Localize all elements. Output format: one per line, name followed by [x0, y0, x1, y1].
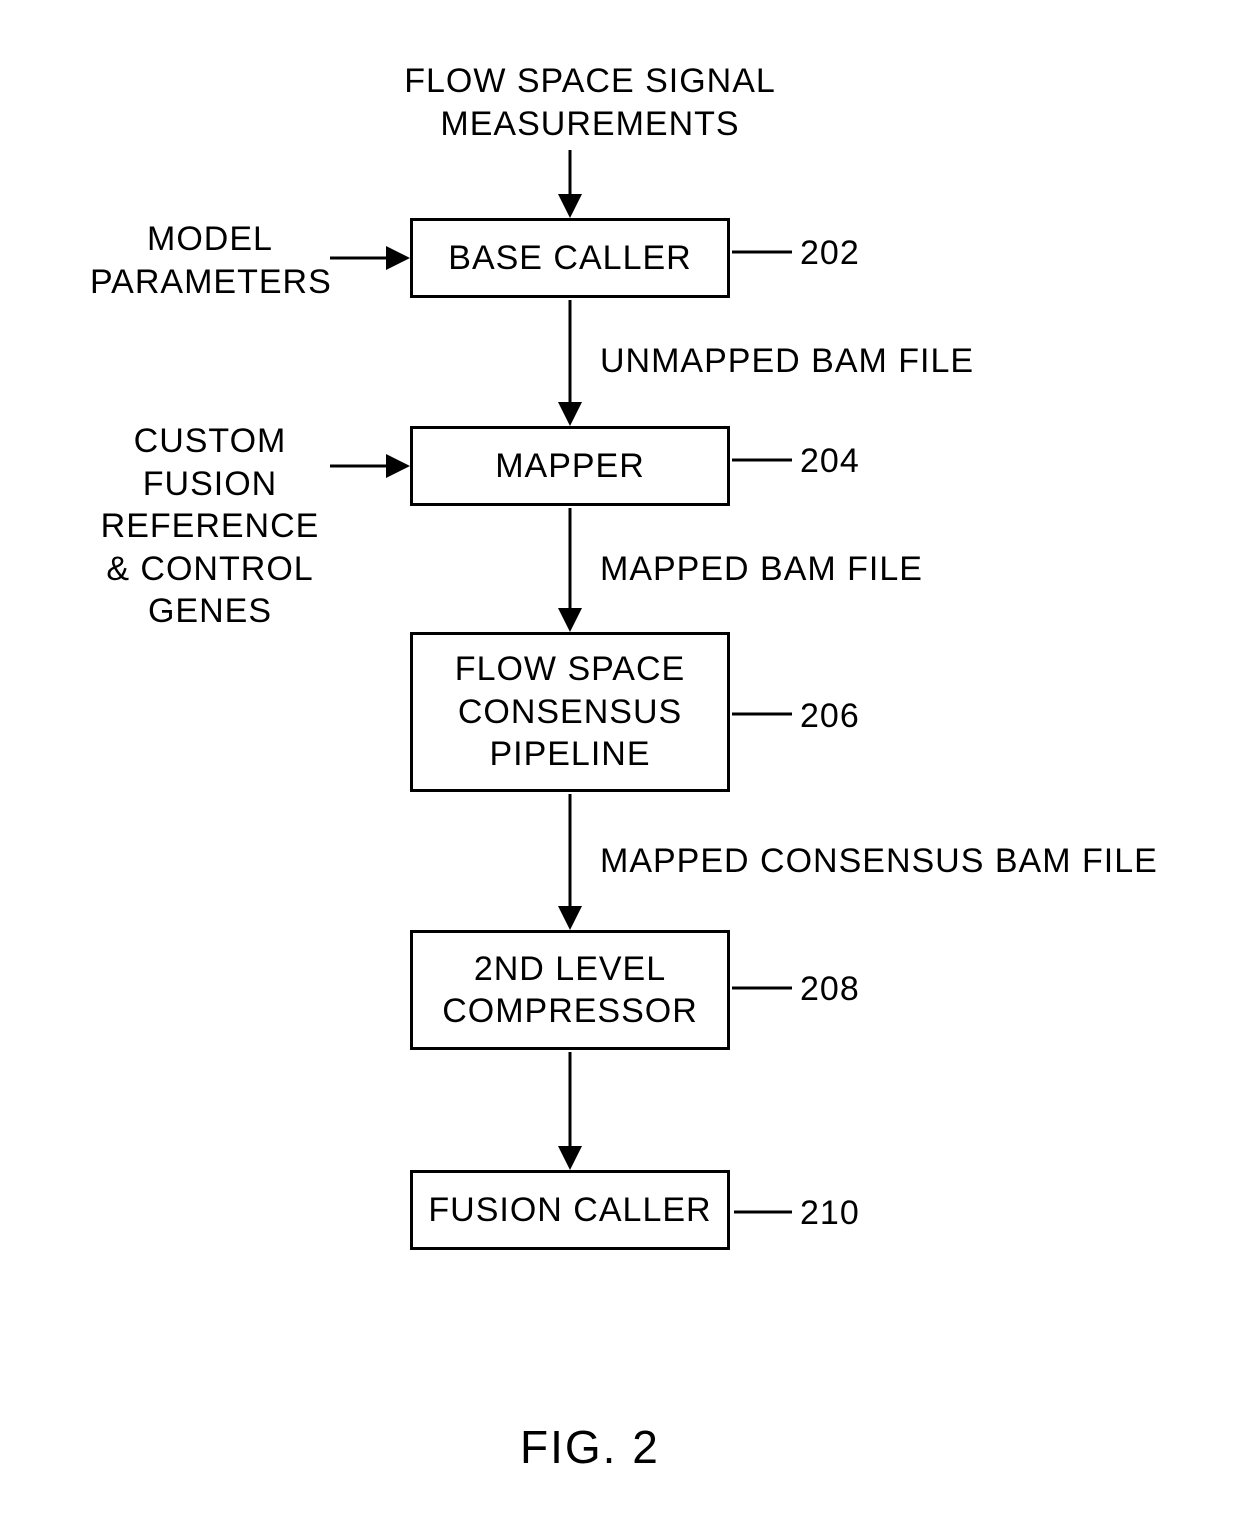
node-label: BASE CALLER [448, 237, 691, 280]
node-mapper: MAPPER [410, 426, 730, 506]
edge-label-unmapped: UNMAPPED BAM FILE [600, 340, 974, 383]
input-custom-fusion: CUSTOM FUSION REFERENCE & CONTROL GENES [80, 420, 340, 633]
ref-202: 202 [800, 232, 860, 275]
node-2nd-level-compressor: 2ND LEVEL COMPRESSOR [410, 930, 730, 1050]
node-fusion-caller: FUSION CALLER [410, 1170, 730, 1250]
input-model-params: MODEL PARAMETERS [90, 218, 330, 303]
node-flow-space-consensus: FLOW SPACE CONSENSUS PIPELINE [410, 632, 730, 792]
node-label: FLOW SPACE CONSENSUS PIPELINE [423, 648, 717, 776]
figure-caption: FIG. 2 [520, 1420, 660, 1474]
edge-label-mapped: MAPPED BAM FILE [600, 548, 923, 591]
ref-208: 208 [800, 968, 860, 1011]
node-label: MAPPER [495, 445, 645, 488]
input-top-label: FLOW SPACE SIGNAL MEASUREMENTS [380, 60, 800, 145]
node-label: FUSION CALLER [428, 1189, 711, 1232]
edge-label-consensus: MAPPED CONSENSUS BAM FILE [600, 840, 1158, 883]
node-base-caller: BASE CALLER [410, 218, 730, 298]
ref-204: 204 [800, 440, 860, 483]
ref-206: 206 [800, 695, 860, 738]
diagram-canvas: BASE CALLER MAPPER FLOW SPACE CONSENSUS … [0, 0, 1240, 1534]
node-label: 2ND LEVEL COMPRESSOR [423, 948, 717, 1033]
ref-210: 210 [800, 1192, 860, 1235]
